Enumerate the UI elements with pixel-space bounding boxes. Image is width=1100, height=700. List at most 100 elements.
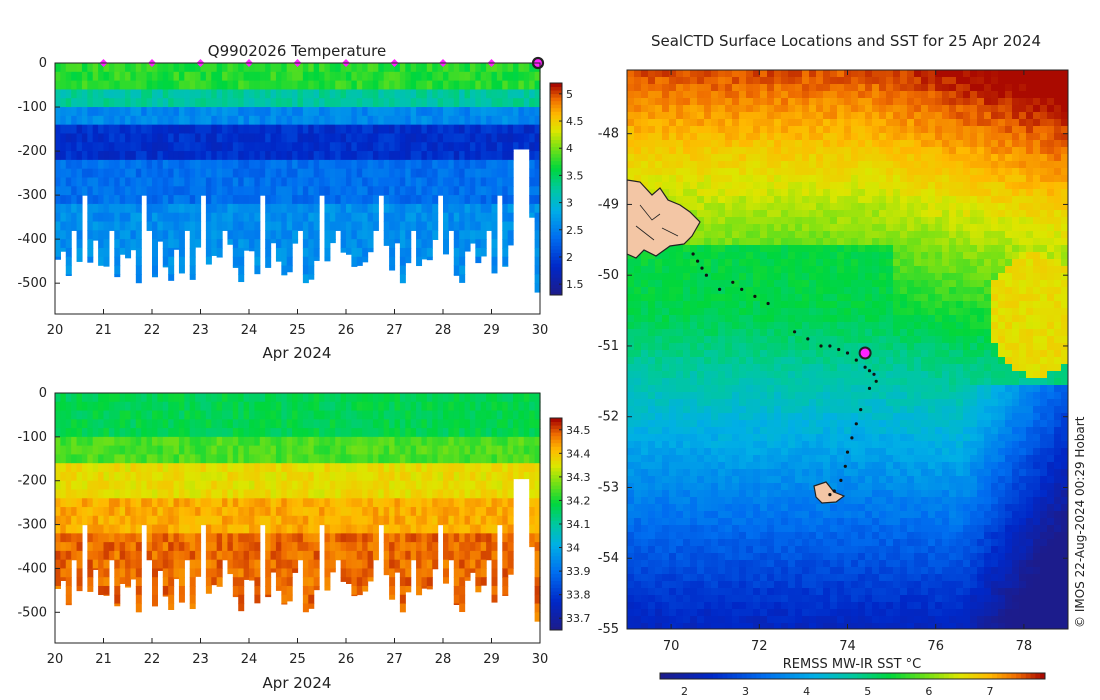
section-cell — [189, 550, 196, 561]
section-cell — [507, 454, 514, 464]
section-cell — [356, 71, 363, 82]
section-cell — [475, 428, 482, 438]
section-cell — [405, 247, 412, 258]
section-cell — [351, 80, 358, 91]
section-cell — [254, 89, 261, 99]
section-cell — [416, 480, 423, 491]
section-cell — [346, 212, 352, 223]
section-cell — [453, 274, 460, 276]
section-cell — [103, 436, 110, 447]
sst-cell — [739, 98, 747, 106]
section-cell — [491, 142, 498, 152]
sst-cell — [627, 84, 635, 92]
section-cell — [319, 115, 326, 126]
section-cell — [324, 107, 331, 117]
sst-cell — [669, 91, 677, 99]
section-cell — [529, 498, 536, 508]
section-cell — [329, 230, 336, 240]
section-cell — [443, 239, 449, 249]
sst-cell — [942, 140, 950, 148]
section-cell — [491, 533, 498, 543]
section-cell — [297, 463, 304, 473]
section-cell — [464, 80, 471, 91]
section-cell — [389, 393, 396, 403]
section-cell — [426, 203, 433, 214]
sst-cell — [942, 161, 950, 169]
section-cell — [189, 247, 196, 258]
sst-cell — [662, 91, 670, 99]
section-cell — [469, 195, 476, 205]
section-cell — [297, 63, 304, 73]
section-cell — [292, 159, 299, 170]
section-cell — [529, 393, 536, 403]
sst-cell — [1033, 70, 1041, 78]
section-cell — [356, 133, 363, 143]
sst-cell — [627, 161, 635, 169]
section-cell — [60, 524, 67, 534]
section-cell — [410, 80, 417, 91]
section-cell — [162, 230, 169, 240]
section-cell — [81, 507, 88, 517]
section-cell — [486, 98, 493, 108]
section-cell — [518, 471, 525, 480]
section-cell — [362, 133, 369, 143]
section-cell — [55, 577, 61, 587]
section-cell — [265, 410, 272, 420]
sst-cell — [970, 154, 978, 162]
sst-cell — [984, 140, 992, 148]
section-cell — [399, 419, 406, 429]
section-cell — [437, 89, 444, 99]
section-cell — [162, 419, 169, 429]
section-cell — [249, 419, 255, 429]
section-cell — [459, 80, 466, 91]
section-cell — [469, 559, 476, 570]
section-cell — [227, 568, 234, 575]
section-cell — [211, 221, 218, 231]
section-cell — [275, 115, 282, 126]
section-cell — [302, 559, 309, 570]
section-cell — [389, 507, 396, 517]
sst-cell — [900, 91, 908, 99]
section-cell — [491, 80, 498, 91]
sst-cell — [921, 147, 929, 155]
section-cell — [114, 265, 121, 275]
section-cell — [329, 89, 336, 99]
section-cell — [232, 498, 239, 508]
section-cell — [275, 577, 282, 587]
section-cell — [324, 480, 331, 491]
section-cell — [362, 515, 369, 526]
section-cell — [227, 454, 234, 464]
section-cell — [421, 428, 428, 438]
sst-cell — [739, 154, 747, 162]
section-cell — [275, 133, 282, 143]
section-cell — [119, 393, 126, 403]
section-cell — [130, 230, 137, 240]
sst-cell — [746, 126, 754, 134]
section-cell — [372, 533, 379, 543]
section-cell — [324, 463, 331, 473]
section-cell — [98, 98, 105, 108]
sst-cell — [767, 161, 775, 169]
section-cell — [141, 142, 148, 152]
section-cell — [135, 471, 142, 482]
section-cell — [254, 247, 261, 258]
sst-cell — [816, 105, 824, 113]
section-cell — [265, 115, 272, 126]
section-cell — [367, 401, 374, 412]
section-cell — [437, 71, 444, 82]
section-cell — [389, 151, 396, 161]
section-cell — [421, 80, 428, 91]
section-cell — [216, 489, 223, 499]
section-cell — [507, 542, 514, 552]
colorbar-swatch — [550, 139, 562, 144]
section-cell — [114, 498, 121, 508]
sst-cell — [963, 133, 971, 141]
section-cell — [329, 124, 336, 135]
section-cell — [319, 507, 326, 517]
sst-cell — [781, 140, 789, 148]
section-cell — [114, 256, 121, 267]
section-cell — [168, 498, 175, 508]
section-cell — [173, 89, 180, 99]
section-cell — [308, 151, 315, 161]
section-cell — [453, 524, 460, 534]
